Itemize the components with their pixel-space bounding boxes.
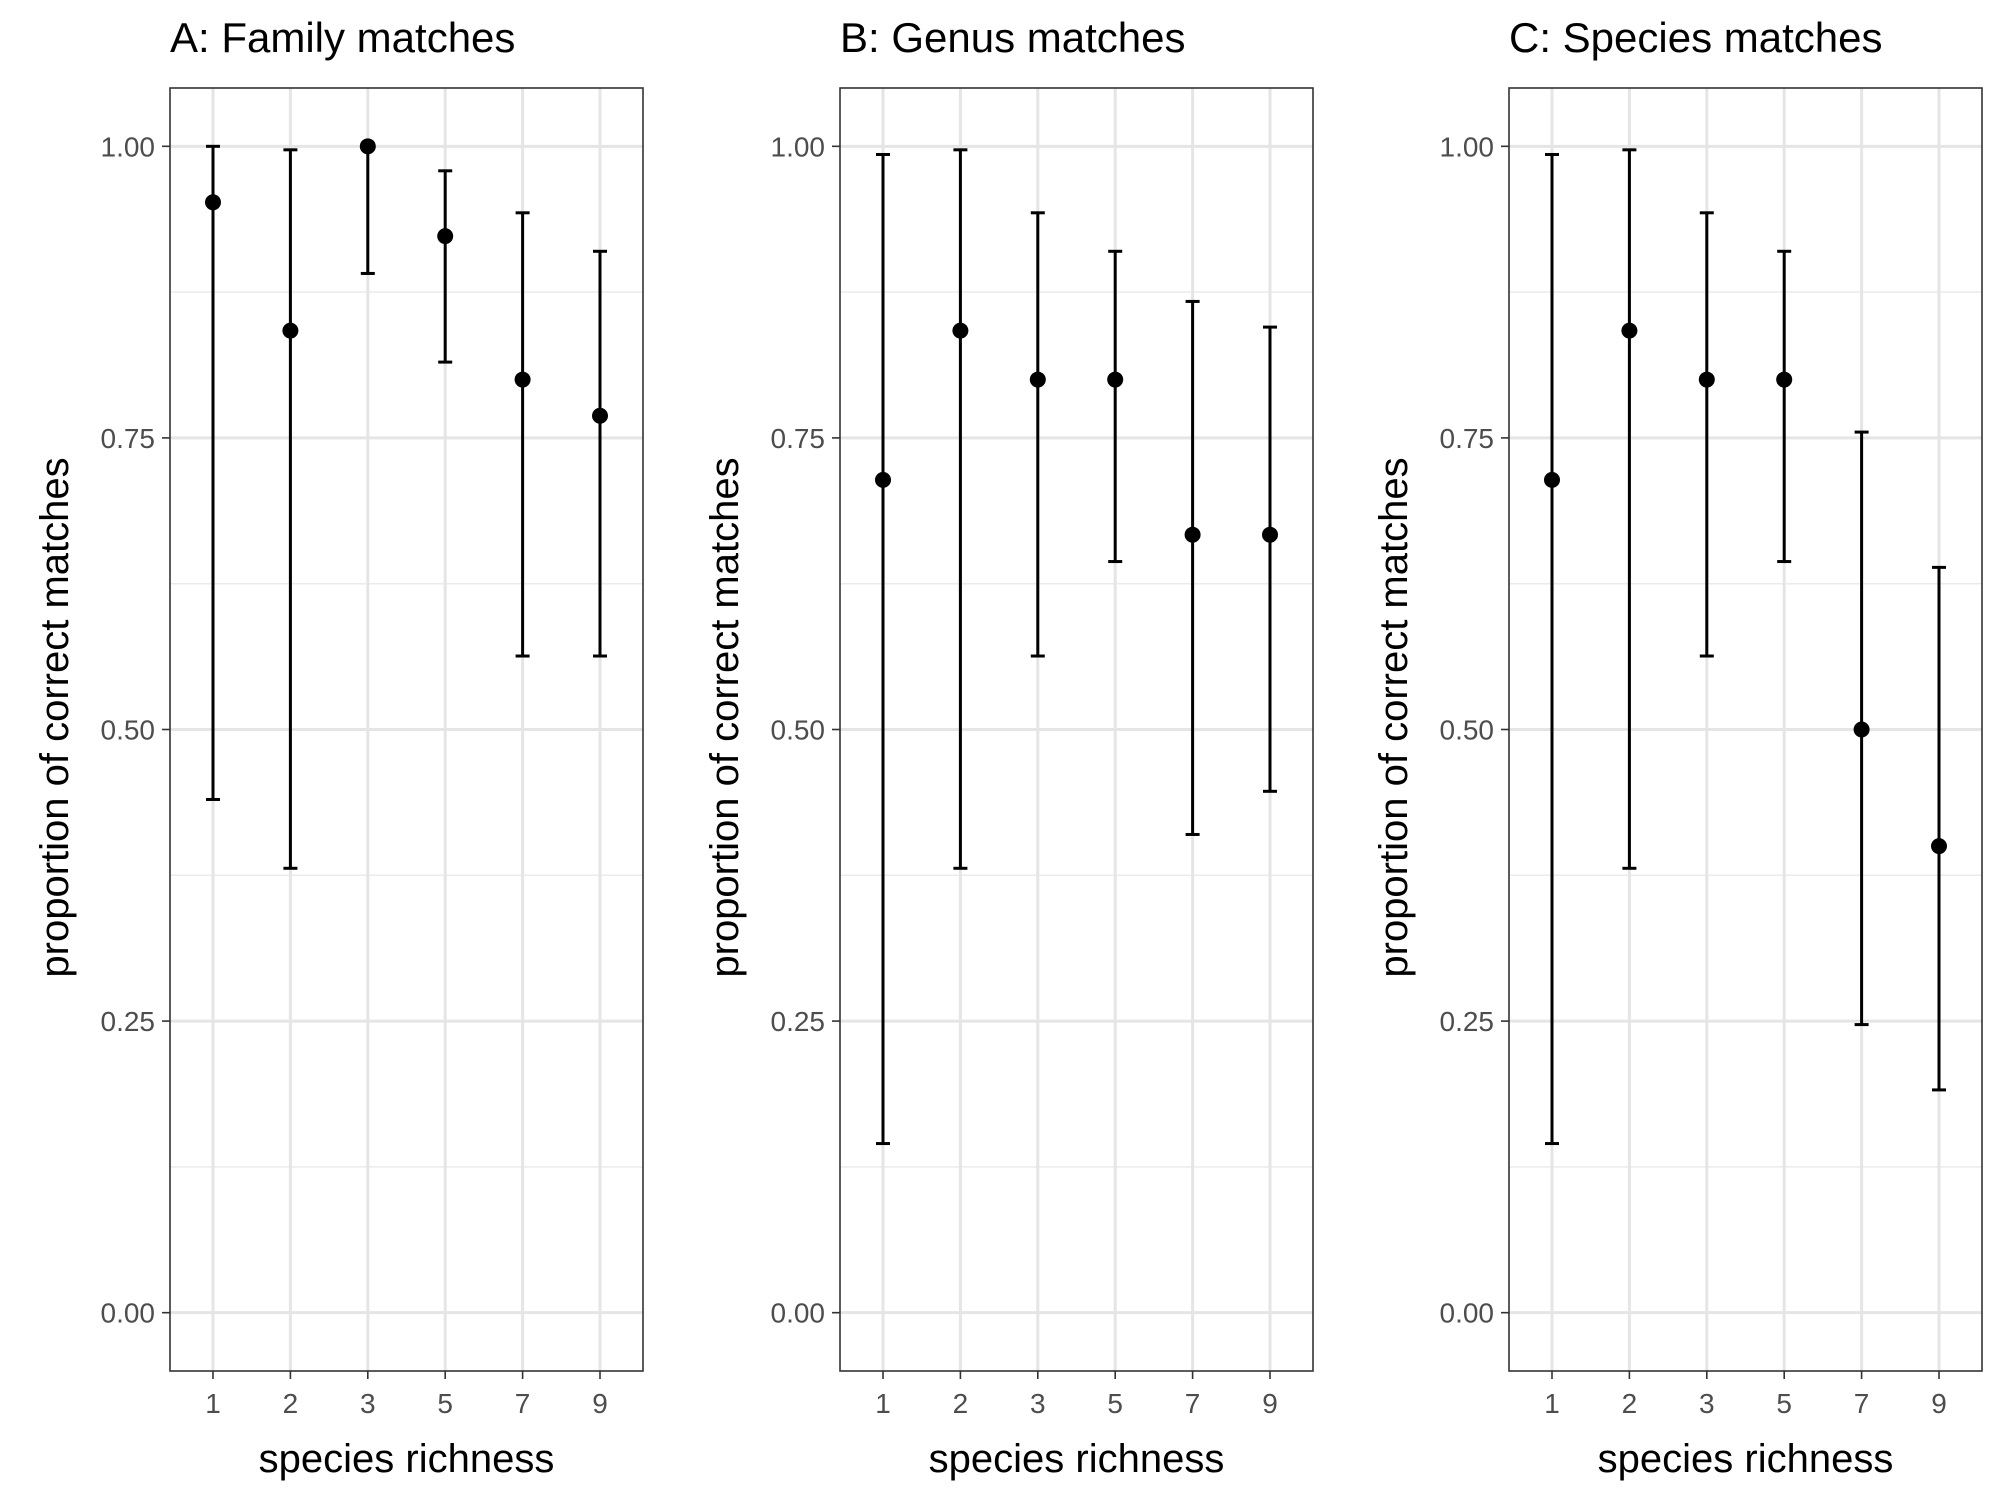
x-tick-label: 5	[1107, 1388, 1123, 1419]
chart-panel-2: 0.00 0.25 0.50 0.75 1.00 1 2 3 5 7 9 species richne…	[703, 14, 1314, 1481]
y-tick-label: 0.00	[1440, 1298, 1495, 1329]
data-point	[1931, 838, 1947, 855]
panel-title: B: Genus matches	[840, 14, 1186, 61]
data-point	[1184, 526, 1201, 543]
x-tick-label: 9	[592, 1388, 608, 1419]
data-point	[1107, 371, 1124, 388]
x-tick-label: 9	[1931, 1388, 1947, 1419]
x-tick-label: 1	[205, 1388, 221, 1419]
data-point	[1262, 526, 1278, 543]
x-tick-label: 5	[1776, 1388, 1792, 1419]
y-tick-label: 0.25	[771, 1006, 826, 1037]
x-tick-label: 1	[875, 1388, 891, 1419]
y-tick-label: 1.00	[101, 131, 156, 162]
chart-panel-1: 0.00 0.25 0.50 0.75 1.00 1 2 3 5 7 9 species richne…	[33, 14, 644, 1481]
y-tick-label: 0.75	[1440, 423, 1495, 454]
panel-title: C: Species matches	[1509, 14, 1883, 61]
y-tick-label: 0.50	[1440, 715, 1495, 746]
data-point	[514, 371, 531, 388]
data-point	[1853, 721, 1870, 738]
y-tick-label: 0.50	[771, 715, 826, 746]
x-tick-label: 2	[953, 1388, 969, 1419]
y-axis-title: proportion of correct matches	[33, 457, 77, 977]
data-point	[359, 138, 376, 155]
data-point	[205, 194, 221, 211]
x-tick-label: 3	[1699, 1388, 1715, 1419]
x-tick-label: 7	[1854, 1388, 1870, 1419]
x-tick-label: 2	[1622, 1388, 1638, 1419]
x-tick-label: 7	[515, 1388, 531, 1419]
x-tick-label: 3	[1030, 1388, 1046, 1419]
y-axis-title: proportion of correct matches	[703, 457, 747, 977]
x-tick-label: 2	[283, 1388, 299, 1419]
data-point	[1776, 371, 1793, 388]
data-point	[952, 322, 969, 339]
y-tick-label: 0.75	[101, 423, 156, 454]
y-tick-label: 0.25	[101, 1006, 156, 1037]
data-point	[437, 228, 454, 245]
data-point	[592, 407, 608, 424]
x-tick-label: 5	[437, 1388, 453, 1419]
data-point	[1544, 471, 1560, 488]
x-tick-label: 1	[1544, 1388, 1560, 1419]
y-tick-label: 1.00	[1440, 131, 1495, 162]
y-tick-label: 1.00	[771, 131, 826, 162]
y-axis-title: proportion of correct matches	[1372, 457, 1416, 977]
data-point	[1698, 371, 1715, 388]
y-tick-label: 0.00	[771, 1298, 826, 1329]
y-tick-label: 0.25	[1440, 1006, 1495, 1037]
data-point	[282, 322, 299, 339]
data-point	[1621, 322, 1638, 339]
chart-panel-3: 0.00 0.25 0.50 0.75 1.00 1 2 3 5 7 9 species richne…	[1372, 14, 1983, 1481]
x-axis-title: species richness	[259, 1437, 555, 1481]
x-axis-title: species richness	[1598, 1437, 1894, 1481]
y-tick-label: 0.00	[101, 1298, 156, 1329]
data-point	[875, 471, 891, 488]
x-tick-label: 3	[360, 1388, 376, 1419]
y-tick-label: 0.50	[101, 715, 156, 746]
x-tick-label: 9	[1262, 1388, 1278, 1419]
x-tick-label: 7	[1185, 1388, 1201, 1419]
data-point	[1029, 371, 1046, 388]
x-axis-title: species richness	[929, 1437, 1225, 1481]
y-tick-label: 0.75	[771, 423, 826, 454]
panel-title: A: Family matches	[170, 14, 515, 61]
